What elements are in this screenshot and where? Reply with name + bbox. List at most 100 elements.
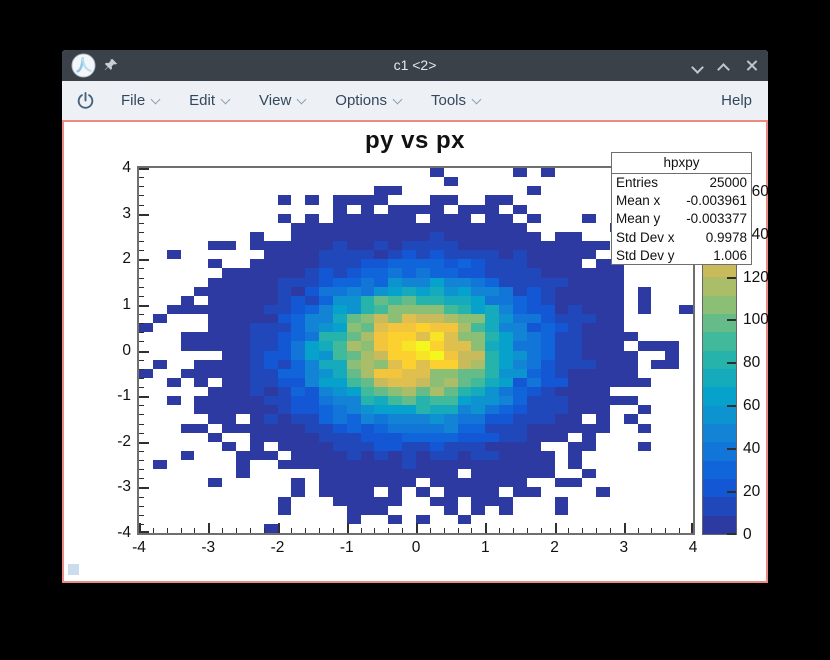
bin-cell bbox=[360, 277, 375, 287]
bin-cell bbox=[402, 286, 416, 296]
bin-cell bbox=[346, 441, 361, 451]
bin-cell bbox=[167, 332, 181, 341]
bin-cell bbox=[332, 277, 347, 287]
bin-cell bbox=[443, 387, 458, 397]
bin-cell bbox=[540, 268, 555, 278]
bin-cell bbox=[222, 515, 236, 524]
bin-cell bbox=[541, 497, 555, 506]
bin-cell bbox=[277, 359, 292, 369]
bin-cell bbox=[568, 433, 582, 442]
x-minor-tick bbox=[152, 528, 154, 533]
stats-box[interactable]: hpxpy Entries 25000 Mean x -0.003961 Mean … bbox=[611, 152, 752, 265]
bin-cell bbox=[305, 231, 320, 241]
y-minor-tick bbox=[139, 414, 144, 416]
menu-item-help[interactable]: Help bbox=[721, 92, 752, 109]
bin-cell bbox=[236, 515, 250, 524]
y-minor-tick bbox=[139, 277, 144, 279]
bin-cell bbox=[443, 505, 458, 515]
bin-cell bbox=[568, 186, 582, 195]
bin-cell bbox=[305, 469, 319, 478]
x-minor-tick bbox=[609, 528, 611, 533]
bin-cell bbox=[485, 460, 500, 470]
bin-cell bbox=[499, 487, 513, 496]
bin-cell bbox=[457, 250, 472, 260]
y-minor-tick bbox=[139, 295, 144, 297]
bin-cell bbox=[181, 214, 195, 223]
bin-cell bbox=[402, 195, 416, 204]
x-minor-tick bbox=[180, 528, 182, 533]
pin-icon[interactable] bbox=[104, 58, 118, 72]
bin-cell bbox=[250, 524, 264, 533]
bin-cell bbox=[208, 341, 223, 351]
maximize-button[interactable] bbox=[717, 59, 733, 76]
bin-cell bbox=[416, 414, 430, 424]
bin-cell bbox=[485, 496, 500, 506]
bin-cell bbox=[305, 314, 320, 324]
minimize-button[interactable] bbox=[691, 59, 707, 74]
bin-cell bbox=[555, 460, 569, 469]
bin-cell bbox=[665, 451, 679, 460]
bin-cell bbox=[139, 205, 153, 214]
menu-item-edit[interactable]: Edit bbox=[189, 92, 231, 109]
y-minor-tick bbox=[139, 286, 144, 288]
bin-cell bbox=[512, 396, 527, 406]
bin-cell bbox=[319, 377, 333, 387]
bin-cell bbox=[319, 205, 333, 214]
bin-cell bbox=[291, 177, 305, 186]
bin-cell bbox=[624, 497, 638, 506]
bin-cell bbox=[582, 323, 597, 333]
bin-cell bbox=[263, 523, 278, 533]
bin-cell bbox=[679, 396, 693, 405]
bin-cell bbox=[512, 259, 527, 269]
bin-cell bbox=[346, 304, 361, 314]
power-button[interactable] bbox=[76, 91, 95, 110]
bin-cell bbox=[139, 287, 153, 296]
bin-cell bbox=[512, 405, 527, 415]
menu-item-view[interactable]: View bbox=[259, 92, 307, 109]
bin-cell bbox=[485, 259, 500, 269]
bin-cell bbox=[194, 268, 208, 277]
bin-cell bbox=[429, 377, 444, 387]
bin-cell bbox=[624, 424, 638, 433]
bin-cell bbox=[360, 341, 375, 351]
bin-cell bbox=[319, 423, 333, 433]
bin-cell bbox=[181, 195, 195, 204]
bin-cell bbox=[651, 433, 665, 442]
bin-cell bbox=[568, 241, 583, 251]
menu-item-tools[interactable]: Tools bbox=[431, 92, 482, 109]
bin-cell bbox=[471, 304, 486, 314]
bin-cell bbox=[555, 515, 569, 524]
bin-cell bbox=[416, 268, 430, 278]
bin-cell bbox=[485, 241, 500, 251]
bin-cell bbox=[596, 396, 610, 406]
bin-cell bbox=[291, 286, 306, 296]
bin-cell bbox=[388, 450, 403, 460]
bin-cell bbox=[222, 469, 236, 478]
menu-item-file[interactable]: File bbox=[121, 92, 161, 109]
bin-cell bbox=[222, 214, 236, 223]
bin-cell bbox=[346, 478, 361, 488]
bin-cell bbox=[485, 350, 500, 360]
bin-cell bbox=[443, 304, 458, 314]
bin-cell bbox=[388, 405, 403, 415]
x-minor-tick bbox=[540, 528, 542, 533]
bin-cell bbox=[512, 368, 527, 378]
menu-item-options[interactable]: Options bbox=[335, 92, 403, 109]
bin-cell bbox=[638, 278, 652, 287]
bin-cell bbox=[153, 433, 167, 442]
bin-cell bbox=[291, 450, 306, 460]
bin-cell bbox=[374, 432, 389, 442]
root-canvas[interactable]: py vs px -4 -3 -2 -1 0 1 2 3 4 -4 -3 -2 -1 0 1 2 3 4 0 20… bbox=[62, 120, 769, 583]
bin-cell bbox=[263, 450, 278, 460]
bin-cell bbox=[249, 432, 264, 442]
close-button[interactable] bbox=[745, 59, 759, 73]
bin-cell bbox=[485, 341, 500, 351]
bin-cell bbox=[167, 469, 181, 478]
bin-cell bbox=[485, 441, 500, 451]
bin-cell bbox=[374, 450, 389, 460]
bin-cell bbox=[512, 423, 527, 433]
bin-cell bbox=[582, 332, 597, 342]
bin-cell bbox=[153, 332, 167, 341]
bin-cell bbox=[181, 515, 195, 524]
bin-cell bbox=[360, 414, 375, 424]
